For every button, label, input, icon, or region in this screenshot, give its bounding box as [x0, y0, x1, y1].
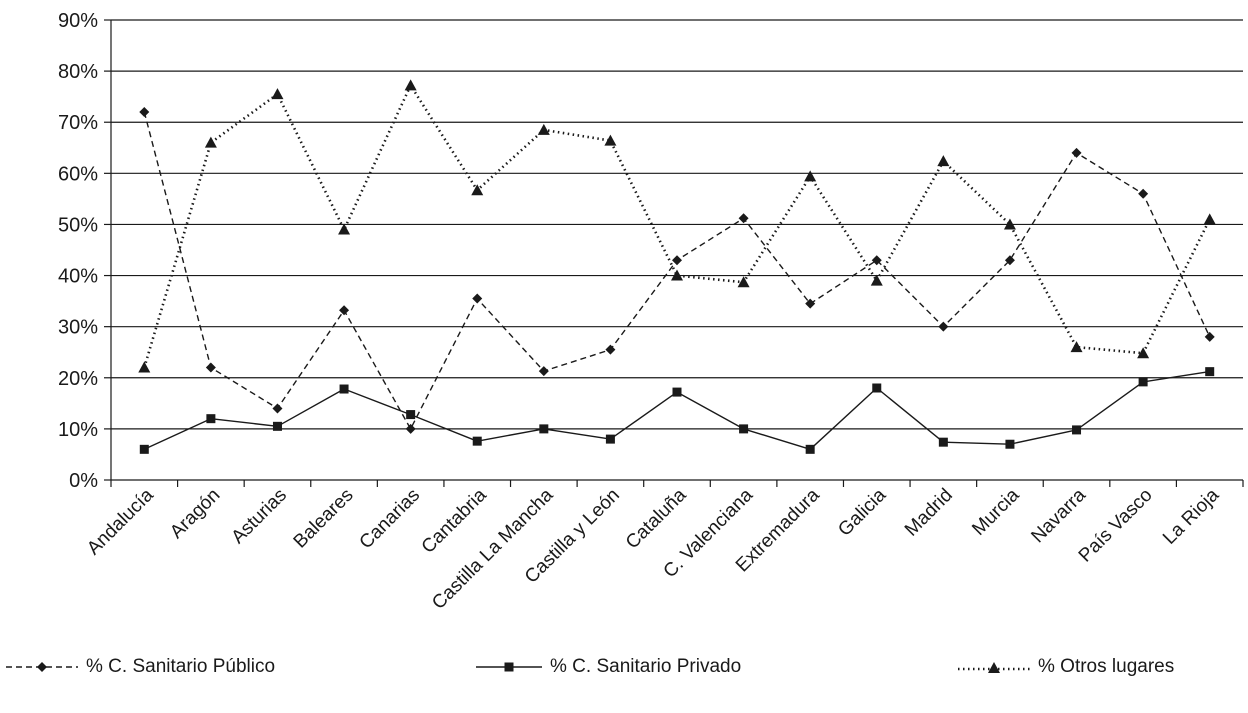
data-point	[937, 155, 950, 167]
data-point	[138, 361, 151, 373]
data-point	[272, 403, 283, 414]
data-point	[139, 107, 150, 117]
data-point	[1004, 255, 1015, 266]
data-point	[139, 444, 149, 454]
data-point	[1205, 367, 1215, 377]
y-tick-label: 10%	[58, 419, 98, 441]
series-1	[139, 107, 1215, 434]
series-line	[144, 370, 1210, 450]
data-point	[871, 255, 882, 266]
data-point	[406, 410, 416, 420]
y-tick-label: 40%	[58, 266, 98, 288]
data-point	[870, 274, 883, 286]
series-3	[138, 79, 1216, 373]
data-point	[872, 383, 882, 393]
data-point	[272, 421, 282, 431]
data-point	[537, 123, 550, 135]
data-point	[339, 384, 349, 394]
data-point	[1003, 218, 1016, 230]
data-point	[805, 298, 816, 309]
data-point	[539, 424, 549, 434]
data-point	[938, 437, 948, 447]
x-tick-label: Andalucía	[83, 484, 158, 559]
x-tick-label: Castilla La Mancha	[428, 484, 557, 613]
data-point	[1138, 377, 1148, 387]
x-tick-label: Aragón	[166, 485, 224, 543]
x-tick-label: La Rioja	[1159, 484, 1223, 548]
data-point	[672, 387, 682, 397]
data-point	[1204, 331, 1215, 342]
data-point	[604, 134, 617, 146]
legend-swatch-privado	[476, 662, 542, 672]
data-point	[1137, 347, 1150, 359]
legend-swatch-publico	[6, 662, 78, 672]
data-point	[205, 362, 216, 373]
data-point	[271, 88, 284, 100]
x-tick-label: Madrid	[901, 485, 957, 541]
series-line	[143, 84, 1211, 368]
y-tick-label: 80%	[58, 61, 98, 83]
gridlines	[111, 19, 1243, 430]
legend-swatch-otros	[958, 662, 1030, 673]
axes	[110, 20, 1243, 481]
data-point	[738, 213, 749, 224]
line-chart: 0%10%20%30%40%50%60%70%80%90% Andalucía A…	[58, 10, 1244, 614]
legend-label-publico: % C. Sanitario Público	[86, 656, 276, 677]
x-axis-ticks: Andalucía Aragón AsturiasBalearesCanariasC…	[83, 480, 1244, 614]
data-point	[671, 269, 683, 281]
y-tick-label: 60%	[58, 163, 98, 185]
data-point	[1071, 147, 1082, 158]
y-tick-label: 0%	[69, 470, 98, 492]
data-point	[1072, 425, 1082, 435]
legend-label-privado: % C. Sanitario Privado	[550, 656, 742, 677]
series-layer	[138, 79, 1216, 454]
data-point	[739, 424, 749, 434]
legend-item-otros: % Otros lugares	[956, 652, 1174, 682]
data-point	[339, 305, 350, 316]
data-point	[405, 423, 416, 434]
data-point	[672, 255, 682, 266]
x-tick-label: Murcia	[968, 484, 1023, 539]
x-tick-label: Asturias	[228, 485, 291, 548]
x-tick-label: Galicia	[834, 484, 890, 540]
data-point	[1203, 213, 1216, 225]
y-tick-label: 70%	[58, 112, 98, 134]
data-point	[1070, 341, 1083, 353]
data-point	[737, 276, 750, 288]
x-tick-label: Cataluña	[622, 484, 691, 553]
data-point	[338, 223, 351, 235]
x-tick-label: Canarias	[356, 485, 425, 554]
y-tick-label: 90%	[58, 10, 98, 32]
y-axis-ticks: 0% 10% 20% 30% 40% 50% 60% 70% 80% 90%	[58, 10, 111, 492]
y-tick-label: 20%	[58, 368, 98, 390]
data-point	[938, 321, 949, 332]
data-point	[206, 414, 216, 424]
data-point	[605, 344, 616, 355]
x-tick-label: Baleares	[290, 485, 358, 553]
data-point	[404, 79, 417, 91]
data-point	[538, 366, 549, 377]
data-point	[472, 293, 483, 304]
data-point	[471, 184, 484, 196]
data-point	[605, 434, 615, 444]
series-2	[139, 367, 1215, 454]
legend-item-publico: % C. Sanitario Público	[4, 652, 275, 682]
data-point	[472, 436, 482, 446]
legend-label-otros: % Otros lugares	[1038, 656, 1175, 677]
data-point	[204, 136, 217, 148]
data-point	[804, 170, 817, 182]
y-tick-label: 50%	[58, 214, 98, 236]
data-point	[1138, 188, 1149, 199]
data-point	[805, 444, 815, 454]
data-point	[1005, 439, 1015, 449]
x-tick-label: Navarra	[1027, 484, 1090, 547]
y-tick-label: 30%	[58, 317, 98, 339]
legend-item-privado: % C. Sanitario Privado	[474, 652, 741, 682]
